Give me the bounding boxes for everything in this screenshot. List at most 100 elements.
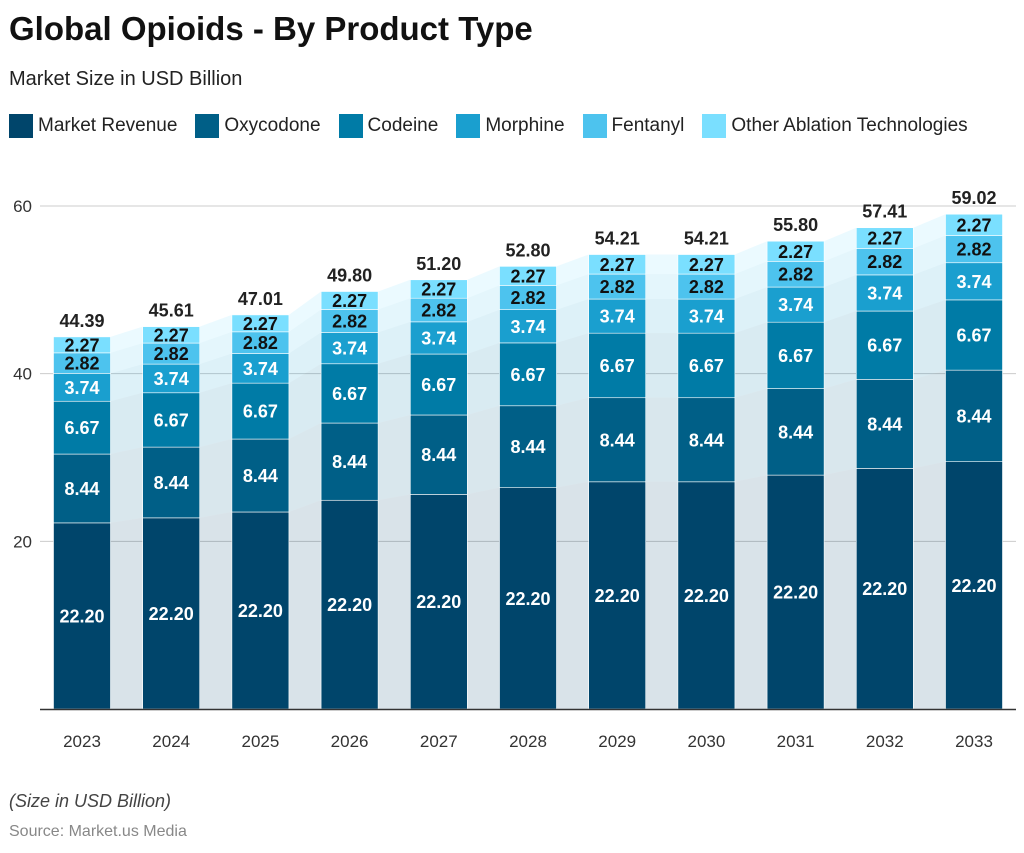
connector-band	[913, 262, 946, 312]
data-label: 3.74	[64, 378, 99, 398]
bar-segment	[588, 273, 647, 300]
data-label: 2.82	[154, 344, 189, 364]
legend-swatch	[702, 114, 727, 138]
data-label: 22.20	[684, 586, 729, 606]
bar-segment	[766, 261, 825, 288]
total-label: 54.21	[684, 229, 729, 249]
bar-segment	[677, 273, 736, 300]
connector-band	[199, 314, 232, 344]
data-label: 6.67	[64, 418, 99, 438]
bar-segment	[677, 397, 736, 483]
connector-band	[110, 326, 143, 353]
data-label: 3.74	[778, 295, 813, 315]
bar-segment	[320, 499, 379, 710]
connector-band	[824, 311, 857, 389]
data-label: 6.67	[867, 336, 902, 356]
y-tick-label: 40	[13, 365, 32, 384]
data-label: 3.74	[154, 369, 189, 389]
data-label: 2.82	[421, 301, 456, 321]
data-label: 2.82	[243, 333, 278, 353]
data-label: 8.44	[778, 422, 813, 442]
connector-band	[913, 235, 946, 275]
bar-segment	[855, 248, 914, 276]
bar-segment	[766, 240, 825, 262]
data-label: 2.82	[689, 277, 724, 297]
connector-band	[467, 342, 500, 415]
bar-segment	[320, 363, 379, 424]
data-label: 6.67	[154, 410, 189, 430]
bar-segment	[409, 279, 468, 299]
bar-segment	[855, 227, 914, 249]
bar-segment	[855, 310, 914, 380]
bar-segment	[231, 511, 290, 710]
bar-segment	[766, 286, 825, 323]
x-tick-label: 2025	[241, 732, 279, 751]
bar-segment	[409, 353, 468, 416]
legend-item: Oxycodone	[195, 114, 321, 138]
data-label: 8.44	[689, 430, 724, 450]
connector-band	[913, 214, 946, 249]
data-label: 3.74	[600, 307, 635, 327]
bar-segment	[945, 369, 1003, 462]
connector-band	[378, 494, 411, 709]
connector-band	[199, 353, 232, 393]
connector-band	[288, 423, 322, 512]
data-label: 22.20	[595, 586, 640, 606]
data-label: 22.20	[862, 579, 907, 599]
legend-label: Oxycodone	[224, 115, 321, 136]
connector-band	[645, 333, 678, 398]
legend-item: Fentanyl	[582, 114, 684, 138]
data-label: 22.20	[59, 606, 104, 626]
data-label: 8.44	[154, 473, 189, 493]
connector-band	[734, 261, 768, 300]
connector-band	[734, 287, 768, 334]
source: Source: Market.us Media	[9, 823, 187, 840]
connector-band	[467, 405, 500, 495]
bar-segment	[855, 468, 914, 710]
connector-band	[824, 379, 857, 476]
chart-title: Global Opioids - By Product Type	[9, 10, 533, 47]
data-label: 2.27	[600, 255, 635, 275]
connector-band	[824, 468, 857, 709]
connector-band	[110, 364, 143, 402]
connector-band	[734, 322, 768, 398]
bar-segment	[499, 405, 557, 488]
legend-swatch	[456, 114, 481, 138]
bar-segment	[499, 342, 557, 407]
total-label: 45.61	[149, 301, 194, 321]
total-label: 51.20	[416, 254, 461, 274]
connector-band	[199, 511, 232, 709]
legend-swatch	[338, 114, 363, 138]
connector-band	[913, 461, 946, 709]
data-label: 8.44	[421, 445, 456, 465]
data-label: 3.74	[332, 339, 367, 359]
connector-band	[288, 332, 322, 384]
total-label: 47.01	[238, 289, 283, 309]
legend-item: Codeine	[338, 114, 438, 138]
data-label: 2.27	[510, 266, 545, 286]
legend-swatch	[195, 114, 220, 138]
x-tick-label: 2028	[509, 732, 547, 751]
bar-segment	[945, 299, 1003, 371]
chart-subtitle: Market Size in USD Billion	[9, 68, 243, 90]
data-label: 22.20	[416, 592, 461, 612]
connector-band	[734, 475, 768, 709]
connector-band	[913, 370, 946, 469]
connector-band	[378, 279, 411, 310]
bar-segment	[53, 400, 111, 455]
bar-segment	[409, 494, 468, 710]
data-label: 2.27	[154, 325, 189, 345]
bar-segment	[945, 235, 1003, 264]
footnote: (Size in USD Billion)	[9, 791, 172, 811]
x-tick-label: 2031	[777, 732, 815, 751]
data-label: 2.27	[956, 215, 991, 235]
bar-segment	[142, 392, 200, 448]
legend-label: Market Revenue	[38, 115, 178, 136]
x-tick-label: 2033	[955, 732, 993, 751]
connector-band	[378, 321, 411, 364]
connector-band	[645, 397, 678, 482]
connector-band	[110, 517, 143, 709]
bar-segment	[766, 388, 825, 476]
bar-segment	[53, 373, 111, 402]
connector-band	[824, 274, 857, 323]
